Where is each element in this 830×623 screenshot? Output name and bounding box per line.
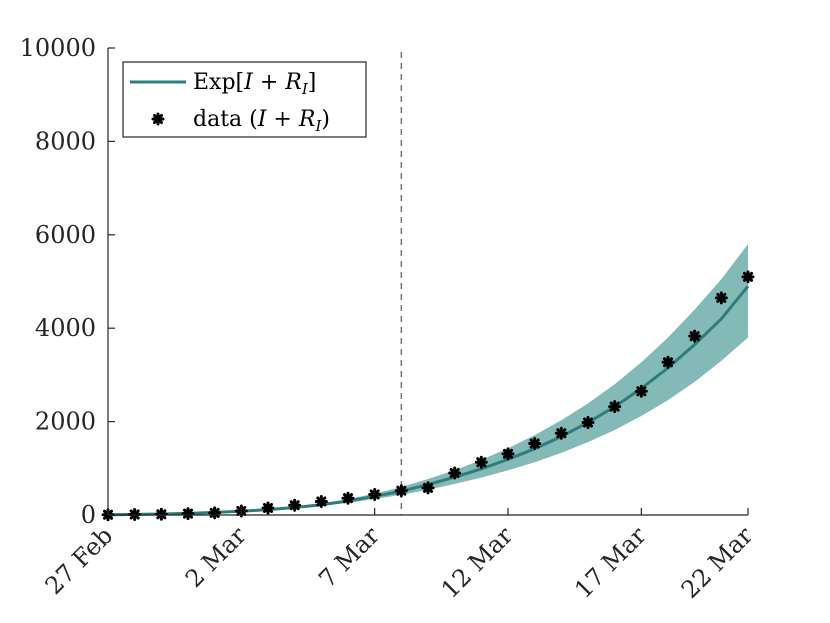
data-point <box>634 384 648 398</box>
data-point <box>474 455 488 469</box>
y-tick-label: 8000 <box>35 127 96 155</box>
data-point <box>528 437 542 451</box>
data-point <box>608 400 622 414</box>
x-tick-label: 12 Mar <box>436 521 519 604</box>
data-point <box>314 494 328 508</box>
data-point <box>448 466 462 480</box>
legend-label-data: data (I + RI) <box>193 107 330 135</box>
y-tick-label: 2000 <box>35 408 96 436</box>
legend-box <box>122 61 367 138</box>
data-point <box>288 498 302 512</box>
data-point <box>501 447 515 461</box>
data-point <box>661 355 675 369</box>
data-point <box>341 491 355 505</box>
x-tick-label: 7 Mar <box>313 521 385 593</box>
data-point <box>554 426 568 440</box>
data-point <box>581 416 595 430</box>
y-tick-label: 4000 <box>35 314 96 342</box>
data-point <box>154 507 168 521</box>
x-tick-label: 22 Mar <box>676 521 759 604</box>
legend-label-fit: Exp[I + RI] <box>193 70 316 98</box>
y-tick-label: 6000 <box>35 221 96 249</box>
legend: Exp[I + RI] data (I + RI) <box>122 61 367 138</box>
data-point <box>688 329 702 343</box>
y-tick-label: 10000 <box>20 34 96 62</box>
data-point <box>394 484 408 498</box>
data-point <box>368 487 382 501</box>
y-tick-label: 0 <box>81 501 96 529</box>
x-tick-label: 27 Feb <box>40 521 119 600</box>
x-tick-label: 17 Mar <box>569 521 652 604</box>
x-tick-label: 2 Mar <box>180 521 252 593</box>
data-point <box>741 270 755 284</box>
data-point <box>714 291 728 305</box>
data-point <box>421 481 435 495</box>
data-point <box>208 506 222 520</box>
data-point <box>261 501 275 515</box>
legend-marker-swatch <box>151 112 165 126</box>
data-point <box>181 507 195 521</box>
